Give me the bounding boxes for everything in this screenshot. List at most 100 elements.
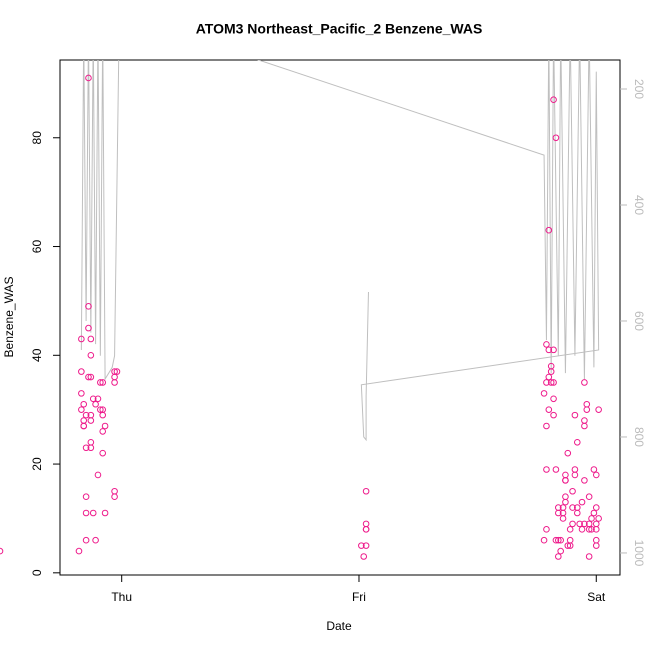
data-point — [550, 96, 557, 103]
data-point — [547, 379, 555, 386]
data-point — [85, 324, 92, 332]
data-point — [573, 504, 581, 511]
data-point — [583, 400, 591, 408]
data-point — [543, 341, 550, 348]
y-tick-label: 80 — [30, 131, 44, 145]
y2-tick-label: 400 — [632, 195, 646, 215]
data-point — [564, 449, 572, 457]
data-point — [590, 509, 598, 517]
data-point — [592, 504, 600, 511]
data-point — [550, 411, 557, 419]
y2-tick-label: 600 — [632, 311, 646, 331]
data-point — [78, 368, 85, 375]
data-point — [82, 493, 90, 500]
y-tick-label: 0 — [30, 569, 44, 576]
data-point — [562, 498, 569, 506]
y-tick-label: 40 — [30, 348, 44, 362]
data-point — [89, 509, 97, 517]
data-point — [99, 379, 107, 386]
data-point — [362, 526, 370, 533]
y-tick-label: 60 — [30, 240, 44, 254]
x-tick-label: Thu — [111, 590, 132, 604]
data-point — [85, 373, 92, 381]
data-point — [543, 422, 550, 430]
data-point — [555, 536, 562, 544]
data-point — [80, 422, 88, 430]
data-point — [581, 520, 588, 528]
data-point — [111, 379, 118, 386]
data-point — [569, 504, 576, 511]
data-point — [595, 515, 602, 522]
data-point — [566, 536, 574, 544]
data-point — [581, 477, 588, 484]
data-point — [555, 553, 562, 560]
data-point — [571, 411, 579, 419]
data-point — [362, 542, 370, 549]
data-point — [0, 547, 4, 555]
data-point — [550, 379, 557, 386]
data-point — [89, 395, 97, 403]
data-point — [362, 487, 370, 495]
data-point — [87, 351, 95, 359]
data-point — [569, 487, 576, 495]
data-point — [97, 406, 104, 413]
data-point — [543, 466, 550, 473]
point-layer — [0, 74, 602, 560]
data-point — [569, 520, 576, 528]
data-point — [545, 226, 553, 234]
data-point — [557, 536, 564, 544]
data-point — [590, 466, 598, 473]
data-point — [578, 498, 586, 506]
data-point — [550, 346, 557, 354]
data-point — [85, 74, 92, 82]
data-point — [552, 466, 560, 473]
data-point — [78, 335, 85, 343]
y2-tick-label: 200 — [632, 79, 646, 99]
data-point — [111, 493, 118, 500]
data-point — [592, 526, 600, 533]
data-point — [566, 526, 574, 533]
data-point — [87, 444, 95, 452]
data-point — [552, 134, 560, 142]
data-point — [571, 471, 579, 479]
data-point — [94, 395, 102, 403]
data-point — [101, 509, 109, 517]
data-point — [545, 373, 553, 381]
x-axis-label: Date — [326, 619, 352, 633]
data-point — [592, 471, 600, 479]
y-axis-label: Benzene_WAS — [2, 277, 16, 358]
y-tick-label: 20 — [30, 457, 44, 471]
data-point — [588, 526, 595, 533]
x-tick-label: Sat — [587, 590, 606, 604]
data-point — [113, 368, 121, 375]
data-point — [75, 547, 83, 555]
chart-title: ATOM3 Northeast_Pacific_2 Benzene_WAS — [196, 21, 483, 37]
data-point — [87, 335, 95, 343]
data-point — [360, 553, 368, 560]
data-point — [557, 547, 564, 555]
data-point — [564, 542, 572, 549]
y2-tick-label: 800 — [632, 427, 646, 447]
data-point — [578, 526, 586, 533]
data-point — [573, 439, 581, 446]
data-point — [581, 379, 588, 386]
data-point — [581, 417, 588, 424]
x-tick-label: Fri — [352, 590, 366, 604]
data-point — [99, 428, 107, 435]
data-point — [92, 536, 99, 544]
data-point — [87, 373, 95, 381]
data-point — [559, 504, 567, 511]
data-point — [82, 444, 90, 452]
data-point — [595, 406, 602, 413]
data-point — [97, 379, 104, 386]
data-point — [78, 406, 85, 413]
data-point — [92, 400, 99, 408]
data-point — [101, 422, 109, 430]
data-point — [562, 471, 569, 479]
data-point — [358, 542, 365, 549]
data-point — [543, 379, 550, 386]
data-point — [540, 536, 548, 544]
data-point — [552, 536, 560, 544]
data-point — [78, 390, 85, 397]
